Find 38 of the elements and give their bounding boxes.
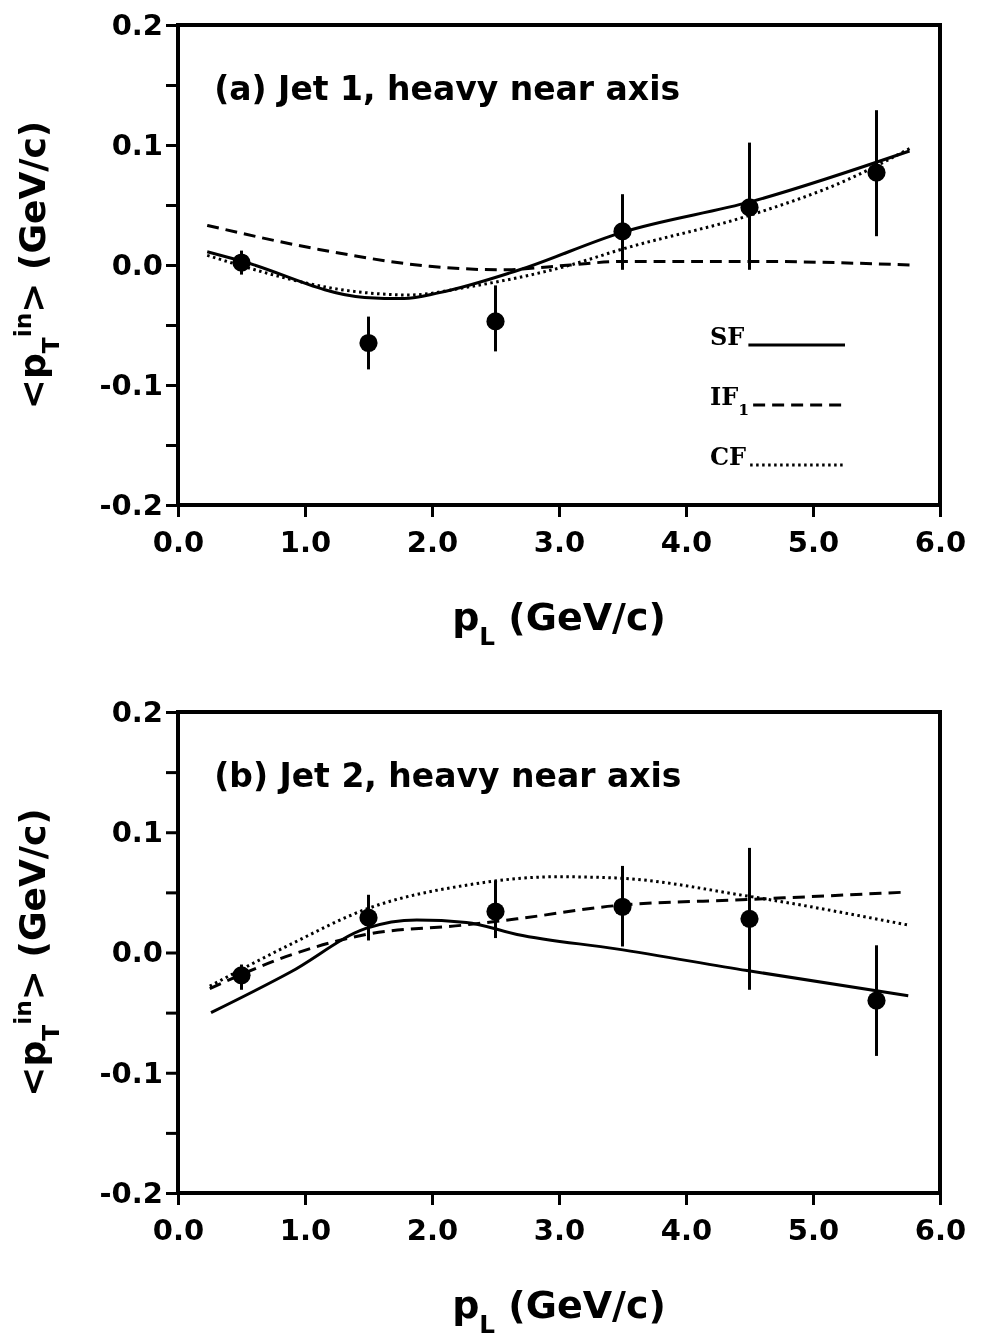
y-tick-label: -0.2 bbox=[99, 1175, 163, 1210]
y-tick-label: 0.0 bbox=[111, 935, 163, 970]
y-tick-label: 0.2 bbox=[111, 694, 163, 729]
x-tick-label: 0.0 bbox=[152, 1212, 205, 1247]
y-tick-label: 0.2 bbox=[111, 7, 163, 42]
legend-label: IF$_{1}$ bbox=[710, 382, 750, 419]
x-tick-label: 2.0 bbox=[406, 524, 459, 559]
legend-label: CF bbox=[710, 442, 747, 471]
y-tick-label: 0.1 bbox=[111, 127, 163, 162]
x-axis-title: p$_{L}$ (GeV/c) bbox=[452, 595, 666, 651]
point bbox=[359, 908, 378, 927]
point bbox=[486, 902, 505, 921]
point bbox=[486, 312, 505, 331]
x-tick-label: 4.0 bbox=[660, 1212, 713, 1247]
x-tick-label: 0.0 bbox=[152, 524, 205, 559]
x-tick-label: 2.0 bbox=[406, 1212, 459, 1247]
point bbox=[740, 909, 759, 928]
x-axis-title: p$_{L}$ (GeV/c) bbox=[452, 1283, 666, 1339]
x-tick-label: 3.0 bbox=[533, 1212, 586, 1247]
text: (b) Jet 2, heavy near axis bbox=[214, 756, 682, 795]
x-tick-label: 5.0 bbox=[787, 524, 840, 559]
x-tick-label: 6.0 bbox=[914, 524, 967, 559]
y-tick-label: -0.1 bbox=[99, 367, 163, 402]
point bbox=[359, 333, 378, 353]
y-tick-label: -0.2 bbox=[99, 487, 163, 522]
y-tick-label: 0.1 bbox=[111, 815, 163, 850]
y-tick-label: -0.1 bbox=[99, 1055, 163, 1090]
x-tick-label: 1.0 bbox=[279, 1212, 332, 1247]
x-tick-label: 6.0 bbox=[914, 1212, 967, 1247]
x-tick-label: 1.0 bbox=[279, 524, 332, 559]
point bbox=[867, 163, 886, 182]
text: (a) Jet 1, heavy near axis bbox=[214, 69, 681, 108]
x-tick-label: 3.0 bbox=[533, 524, 586, 559]
point bbox=[867, 991, 886, 1010]
legend-label: SF bbox=[710, 322, 745, 351]
y-tick-label: 0.0 bbox=[111, 247, 163, 282]
x-tick-label: 4.0 bbox=[660, 524, 713, 559]
x-tick-label: 5.0 bbox=[787, 1212, 840, 1247]
